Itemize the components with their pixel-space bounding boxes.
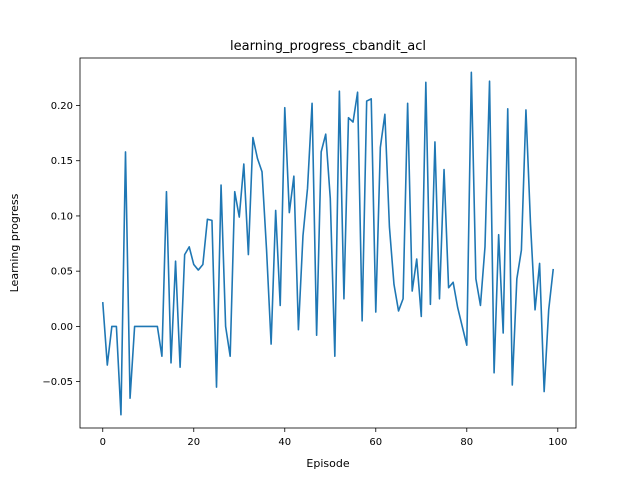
y-tick-label: 0.05: [51, 267, 73, 278]
x-tick-label: 100: [548, 437, 567, 448]
y-tick-label: 0.00: [51, 322, 73, 333]
y-tick-label: −0.05: [42, 377, 73, 388]
y-tick-label: 0.10: [51, 211, 73, 222]
x-tick-label: 40: [278, 437, 291, 448]
x-axis: 0 20 40 60 80 100: [100, 428, 567, 448]
x-tick-label: 60: [369, 437, 382, 448]
x-tick-label: 0: [100, 437, 106, 448]
plot-area: [101, 71, 555, 416]
y-tick-label: 0.15: [51, 156, 73, 167]
y-axis-label: Learning progress: [8, 193, 21, 292]
y-axis: −0.05 0.00 0.05 0.10 0.15 0.20: [42, 101, 80, 388]
chart-title: learning_progress_cbandit_acl: [230, 39, 426, 54]
x-axis-label: Episode: [306, 457, 349, 470]
y-tick-label: 0.20: [51, 101, 73, 112]
x-tick-label: 20: [187, 437, 200, 448]
axes-frame: [79, 57, 577, 429]
series-line-0: [101, 71, 555, 416]
x-tick-label: 80: [460, 437, 473, 448]
